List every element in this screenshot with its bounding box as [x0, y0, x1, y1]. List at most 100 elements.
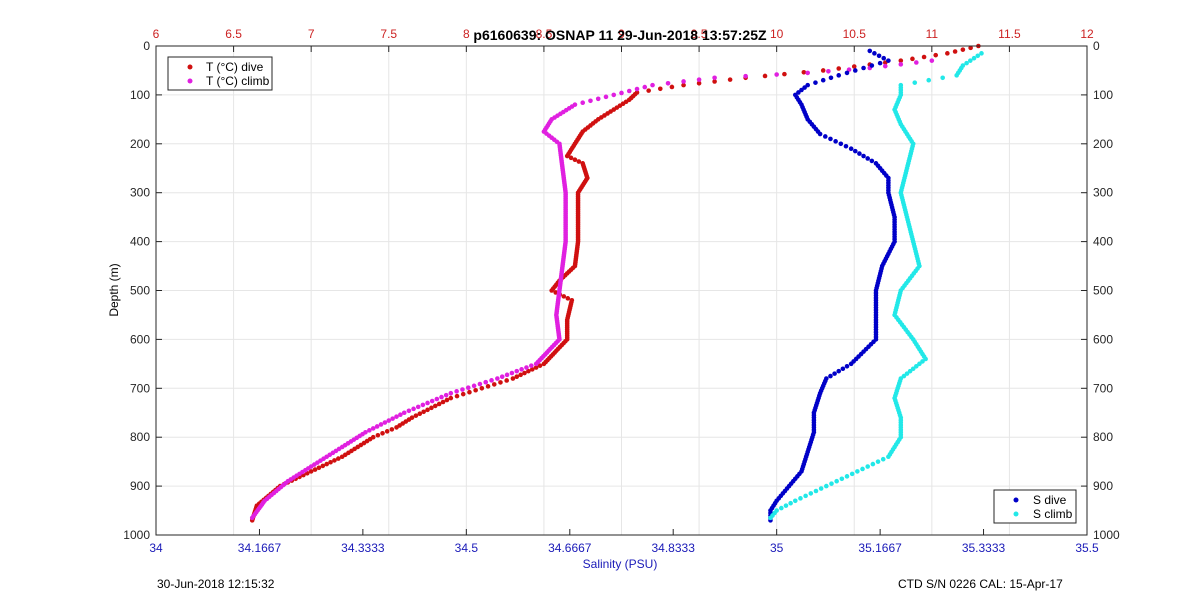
data-point	[808, 491, 814, 496]
data-point	[529, 363, 534, 368]
data-point	[904, 371, 910, 376]
data-point	[429, 398, 435, 404]
y-tick-label-left: 900	[130, 479, 150, 493]
data-point	[324, 461, 329, 467]
data-point	[380, 430, 385, 436]
data-point	[898, 58, 904, 63]
data-point	[876, 53, 882, 59]
footer-ctd-info: CTD S/N 0226 CAL: 15-Apr-17	[898, 577, 1063, 591]
data-point	[898, 62, 904, 67]
data-point	[485, 384, 491, 389]
data-point	[439, 394, 444, 400]
data-point	[537, 363, 543, 368]
data-point	[526, 368, 531, 374]
data-point	[881, 55, 887, 61]
data-point	[398, 412, 403, 418]
data-point	[491, 382, 497, 387]
data-point	[882, 63, 888, 69]
data-point	[880, 456, 886, 462]
data-point	[448, 395, 454, 401]
data-point	[394, 425, 399, 430]
y-tick-label-left: 600	[130, 332, 150, 346]
data-point	[843, 143, 849, 149]
data-point	[339, 454, 345, 460]
legend-marker	[1013, 511, 1019, 517]
data-point	[877, 60, 883, 66]
data-point	[852, 148, 858, 154]
data-point	[626, 88, 632, 94]
x-bottom-tick-label: 35.5	[1075, 541, 1099, 555]
data-point	[783, 503, 789, 508]
data-point	[836, 73, 842, 78]
x-bottom-tick-label: 34.1667	[238, 541, 282, 555]
x-top-tick-label: 6.5	[225, 27, 242, 41]
data-point	[541, 361, 547, 367]
x-bottom-tick-label: 35.1667	[858, 541, 902, 555]
data-point	[817, 131, 823, 137]
data-point	[727, 77, 733, 82]
data-point	[568, 155, 574, 161]
data-point	[855, 469, 860, 474]
data-point	[779, 505, 784, 511]
data-point	[813, 80, 818, 85]
data-point	[499, 374, 505, 379]
data-point	[483, 379, 489, 385]
data-point	[696, 80, 702, 86]
data-point	[803, 493, 808, 499]
data-point	[799, 87, 804, 93]
data-point	[454, 389, 459, 394]
data-point	[460, 387, 465, 392]
data-point	[448, 390, 454, 396]
data-point	[634, 86, 640, 92]
y-tick-label-left: 800	[130, 430, 150, 444]
data-point	[498, 380, 503, 385]
data-point	[818, 486, 824, 491]
data-point	[401, 410, 407, 416]
legend-temperature-box	[167, 56, 273, 91]
data-point	[867, 48, 873, 54]
data-point	[328, 459, 333, 465]
legend-salinity-box	[993, 489, 1077, 524]
data-point	[384, 429, 390, 434]
data-point	[910, 56, 915, 62]
data-point	[411, 406, 416, 412]
data-point	[788, 500, 793, 506]
x-top-tick-label: 12	[1080, 27, 1094, 41]
data-point	[665, 80, 671, 86]
legend-marker	[1013, 497, 1019, 503]
data-point	[504, 378, 509, 383]
data-point	[914, 363, 919, 369]
legend-marker	[187, 64, 193, 70]
legend-entry: S dive	[1033, 493, 1067, 507]
data-point	[907, 368, 913, 374]
y-tick-label-right: 600	[1093, 332, 1113, 346]
data-point	[914, 60, 919, 65]
data-point	[336, 456, 341, 461]
data-point	[413, 413, 419, 418]
x-top-tick-label: 11.5	[998, 27, 1021, 41]
data-point	[857, 151, 862, 156]
data-point	[869, 158, 875, 164]
data-point	[926, 77, 932, 83]
data-point	[657, 86, 663, 92]
data-point	[901, 373, 907, 379]
data-point	[886, 58, 891, 63]
data-point	[619, 90, 624, 96]
data-point	[822, 134, 828, 139]
data-point	[861, 153, 866, 159]
data-point	[495, 376, 500, 381]
data-point	[712, 75, 717, 81]
y-tick-label-right: 100	[1093, 88, 1113, 102]
data-point	[844, 474, 850, 479]
data-point	[389, 427, 395, 432]
data-point	[829, 481, 834, 486]
data-point	[968, 45, 973, 51]
data-point	[838, 141, 844, 147]
data-point	[415, 404, 421, 410]
x-axis-label: Salinity (PSU)	[583, 557, 658, 571]
footer-timestamp: 30-Jun-2018 12:15:32	[157, 577, 275, 591]
data-point	[434, 396, 440, 402]
data-point	[681, 82, 686, 88]
data-point	[440, 399, 446, 405]
